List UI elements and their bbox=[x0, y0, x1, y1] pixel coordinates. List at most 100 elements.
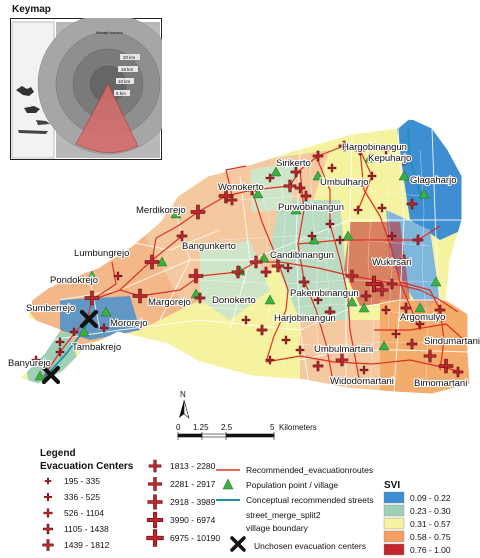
north-label: N bbox=[180, 390, 186, 399]
evacuation-center-marker bbox=[391, 329, 401, 339]
village-label: Bimomartani bbox=[414, 378, 467, 389]
village-labels: Hargobinangun Kepuharjo Glagaharjo Umbul… bbox=[7, 141, 480, 390]
population-point-marker bbox=[252, 188, 264, 199]
evacuation-center-marker bbox=[113, 271, 123, 281]
scale-unit: Kilometers bbox=[279, 423, 317, 432]
evacuation-center-marker bbox=[249, 255, 263, 269]
legend-conceptual: Conceptual recommended streets bbox=[216, 495, 374, 505]
evacuation-center-marker bbox=[398, 254, 410, 266]
village-label: Mororejo bbox=[110, 318, 148, 329]
village-label: Umbulharjo bbox=[320, 177, 369, 188]
evacuation-center-marker bbox=[218, 188, 234, 204]
village-label: Glagaharjo bbox=[410, 175, 456, 186]
evacuation-center-marker bbox=[345, 269, 359, 283]
legend-evac-class: 1439 - 1812 bbox=[64, 540, 110, 550]
population-point-marker bbox=[264, 294, 276, 305]
keymap-inset: 20 km 15 km 10 km 5 km Merapi volcano bbox=[10, 18, 162, 160]
evacuation-center-marker bbox=[406, 198, 418, 210]
legend-title: Legend bbox=[40, 448, 76, 459]
evacuation-center-marker bbox=[44, 493, 52, 501]
evacuation-center-marker bbox=[146, 511, 164, 529]
evacuation-center-marker bbox=[365, 275, 383, 293]
population-point-marker bbox=[290, 204, 302, 215]
evacuation-center-marker bbox=[271, 259, 285, 273]
population-point-marker bbox=[312, 170, 324, 181]
village-label: Tambakrejo bbox=[72, 342, 121, 353]
evacuation-center-marker bbox=[367, 171, 377, 181]
evacuation-center-marker bbox=[31, 355, 41, 365]
evacuation-center-marker bbox=[452, 366, 464, 378]
evacuation-center-marker bbox=[241, 315, 251, 325]
evacuation-center-marker bbox=[42, 523, 54, 535]
population-point-marker bbox=[258, 252, 270, 263]
evacuation-center-marker bbox=[290, 166, 302, 178]
legend-conceptual-label: Conceptual recommended streets bbox=[246, 495, 374, 505]
legend-evac-class: 2918 - 3989 bbox=[170, 497, 216, 507]
evacuation-center-marker bbox=[386, 278, 398, 290]
evacuation-center-marker bbox=[265, 173, 275, 183]
village-label: Kepuharjo bbox=[368, 153, 411, 164]
evacuation-center-marker bbox=[55, 337, 65, 347]
evacuation-center-marker bbox=[324, 306, 336, 318]
conceptual-recommended-streets bbox=[43, 127, 423, 379]
village-label: Hargobinangun bbox=[342, 142, 407, 153]
legend-boundary-label: village boundary bbox=[246, 523, 309, 533]
evacuation-center-marker bbox=[190, 204, 206, 220]
evacuation-center-marker bbox=[294, 182, 306, 194]
village-label: Sumberrejo bbox=[26, 303, 75, 314]
north-arrow: N bbox=[179, 390, 190, 419]
legend-route-label: Recommended_evacuationroutes bbox=[246, 465, 373, 475]
evacuation-center-marker bbox=[283, 263, 293, 273]
svi-title: SVI bbox=[384, 480, 400, 491]
legend-evac-class: 3990 - 6974 bbox=[170, 515, 216, 525]
evacuation-center-marker bbox=[42, 539, 54, 551]
evacuation-center-marker bbox=[300, 190, 312, 202]
evacuation-center-marker bbox=[387, 231, 397, 241]
legend-evac-class: 526 - 1104 bbox=[64, 508, 104, 518]
evacuation-center-marker bbox=[313, 295, 323, 305]
village-label: Lumbungrejo bbox=[74, 248, 129, 259]
evacuation-center-marker bbox=[188, 268, 204, 284]
evacuation-center-marker bbox=[99, 323, 109, 333]
evacuation-center-marker bbox=[359, 365, 369, 375]
legend-evac-class: 336 - 525 bbox=[64, 492, 100, 502]
population-point-marker bbox=[358, 302, 370, 313]
evacuation-center-marker bbox=[312, 150, 324, 162]
village-label: Purwobinangun bbox=[278, 202, 344, 213]
legend-population: Population point / village bbox=[222, 478, 338, 490]
evacuation-center-marker bbox=[434, 304, 446, 316]
legend-population-label: Population point / village bbox=[246, 480, 338, 490]
evacuation-center-marker bbox=[312, 360, 324, 372]
population-point-marker bbox=[430, 276, 442, 287]
evacuation-center-marker bbox=[377, 203, 387, 213]
village-label: Argomulyo bbox=[400, 312, 445, 323]
evacuation-center-marker bbox=[43, 508, 53, 518]
evacuation-center-marker bbox=[246, 184, 258, 196]
population-point-marker bbox=[170, 208, 182, 219]
legend-route: Recommended_evacuationroutes bbox=[216, 465, 373, 475]
scale-tick-2: 2.5 bbox=[221, 423, 233, 432]
unchosen-centers bbox=[41, 309, 99, 385]
evacuation-center-marker bbox=[260, 266, 272, 278]
evacuation-center-marker bbox=[415, 319, 425, 329]
crater-label: Merapi volcano bbox=[96, 30, 124, 35]
ring-label-15: 15 km bbox=[121, 67, 134, 72]
legend-evac-class: 2281 - 2917 bbox=[170, 479, 216, 489]
village-label: Pondokrejo bbox=[50, 275, 98, 286]
population-point-marker bbox=[398, 170, 410, 181]
evacuation-center-marker bbox=[325, 219, 335, 229]
village-label: Merdikorejo bbox=[136, 205, 186, 216]
evacuation-center-marker bbox=[147, 494, 163, 510]
population-point-marker bbox=[156, 256, 168, 267]
svi-class-label: 0.31 - 0.57 bbox=[410, 519, 451, 529]
ring-label-10: 10 km bbox=[118, 79, 131, 84]
evacuation-center-marker bbox=[148, 477, 162, 491]
village-label: Widodomartani bbox=[330, 376, 394, 387]
population-points bbox=[34, 152, 442, 381]
evacuation-center-marker bbox=[298, 276, 310, 288]
village-label: Margorejo bbox=[148, 297, 191, 308]
legend-evac-left: 195 - 335 336 - 525 526 - 1104 1105 - 1438 1… bbox=[42, 476, 110, 551]
evacuation-center-marker bbox=[406, 338, 418, 350]
village-label: Wonokerto bbox=[218, 182, 264, 193]
